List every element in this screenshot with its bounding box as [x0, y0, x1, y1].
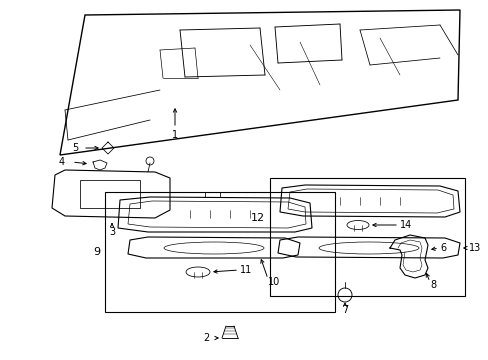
- Text: 9: 9: [93, 247, 100, 257]
- Text: 11: 11: [240, 265, 252, 275]
- Text: 2: 2: [203, 333, 209, 343]
- Text: 8: 8: [429, 280, 435, 290]
- Text: 3: 3: [109, 227, 115, 237]
- Text: 13: 13: [468, 243, 480, 253]
- Text: 5: 5: [72, 143, 78, 153]
- Text: 4: 4: [59, 157, 65, 167]
- Text: 1: 1: [172, 130, 178, 140]
- Text: 12: 12: [250, 213, 264, 223]
- Text: 7: 7: [341, 305, 347, 315]
- Text: 14: 14: [399, 220, 411, 230]
- Text: 10: 10: [267, 277, 280, 287]
- Text: 6: 6: [439, 243, 445, 253]
